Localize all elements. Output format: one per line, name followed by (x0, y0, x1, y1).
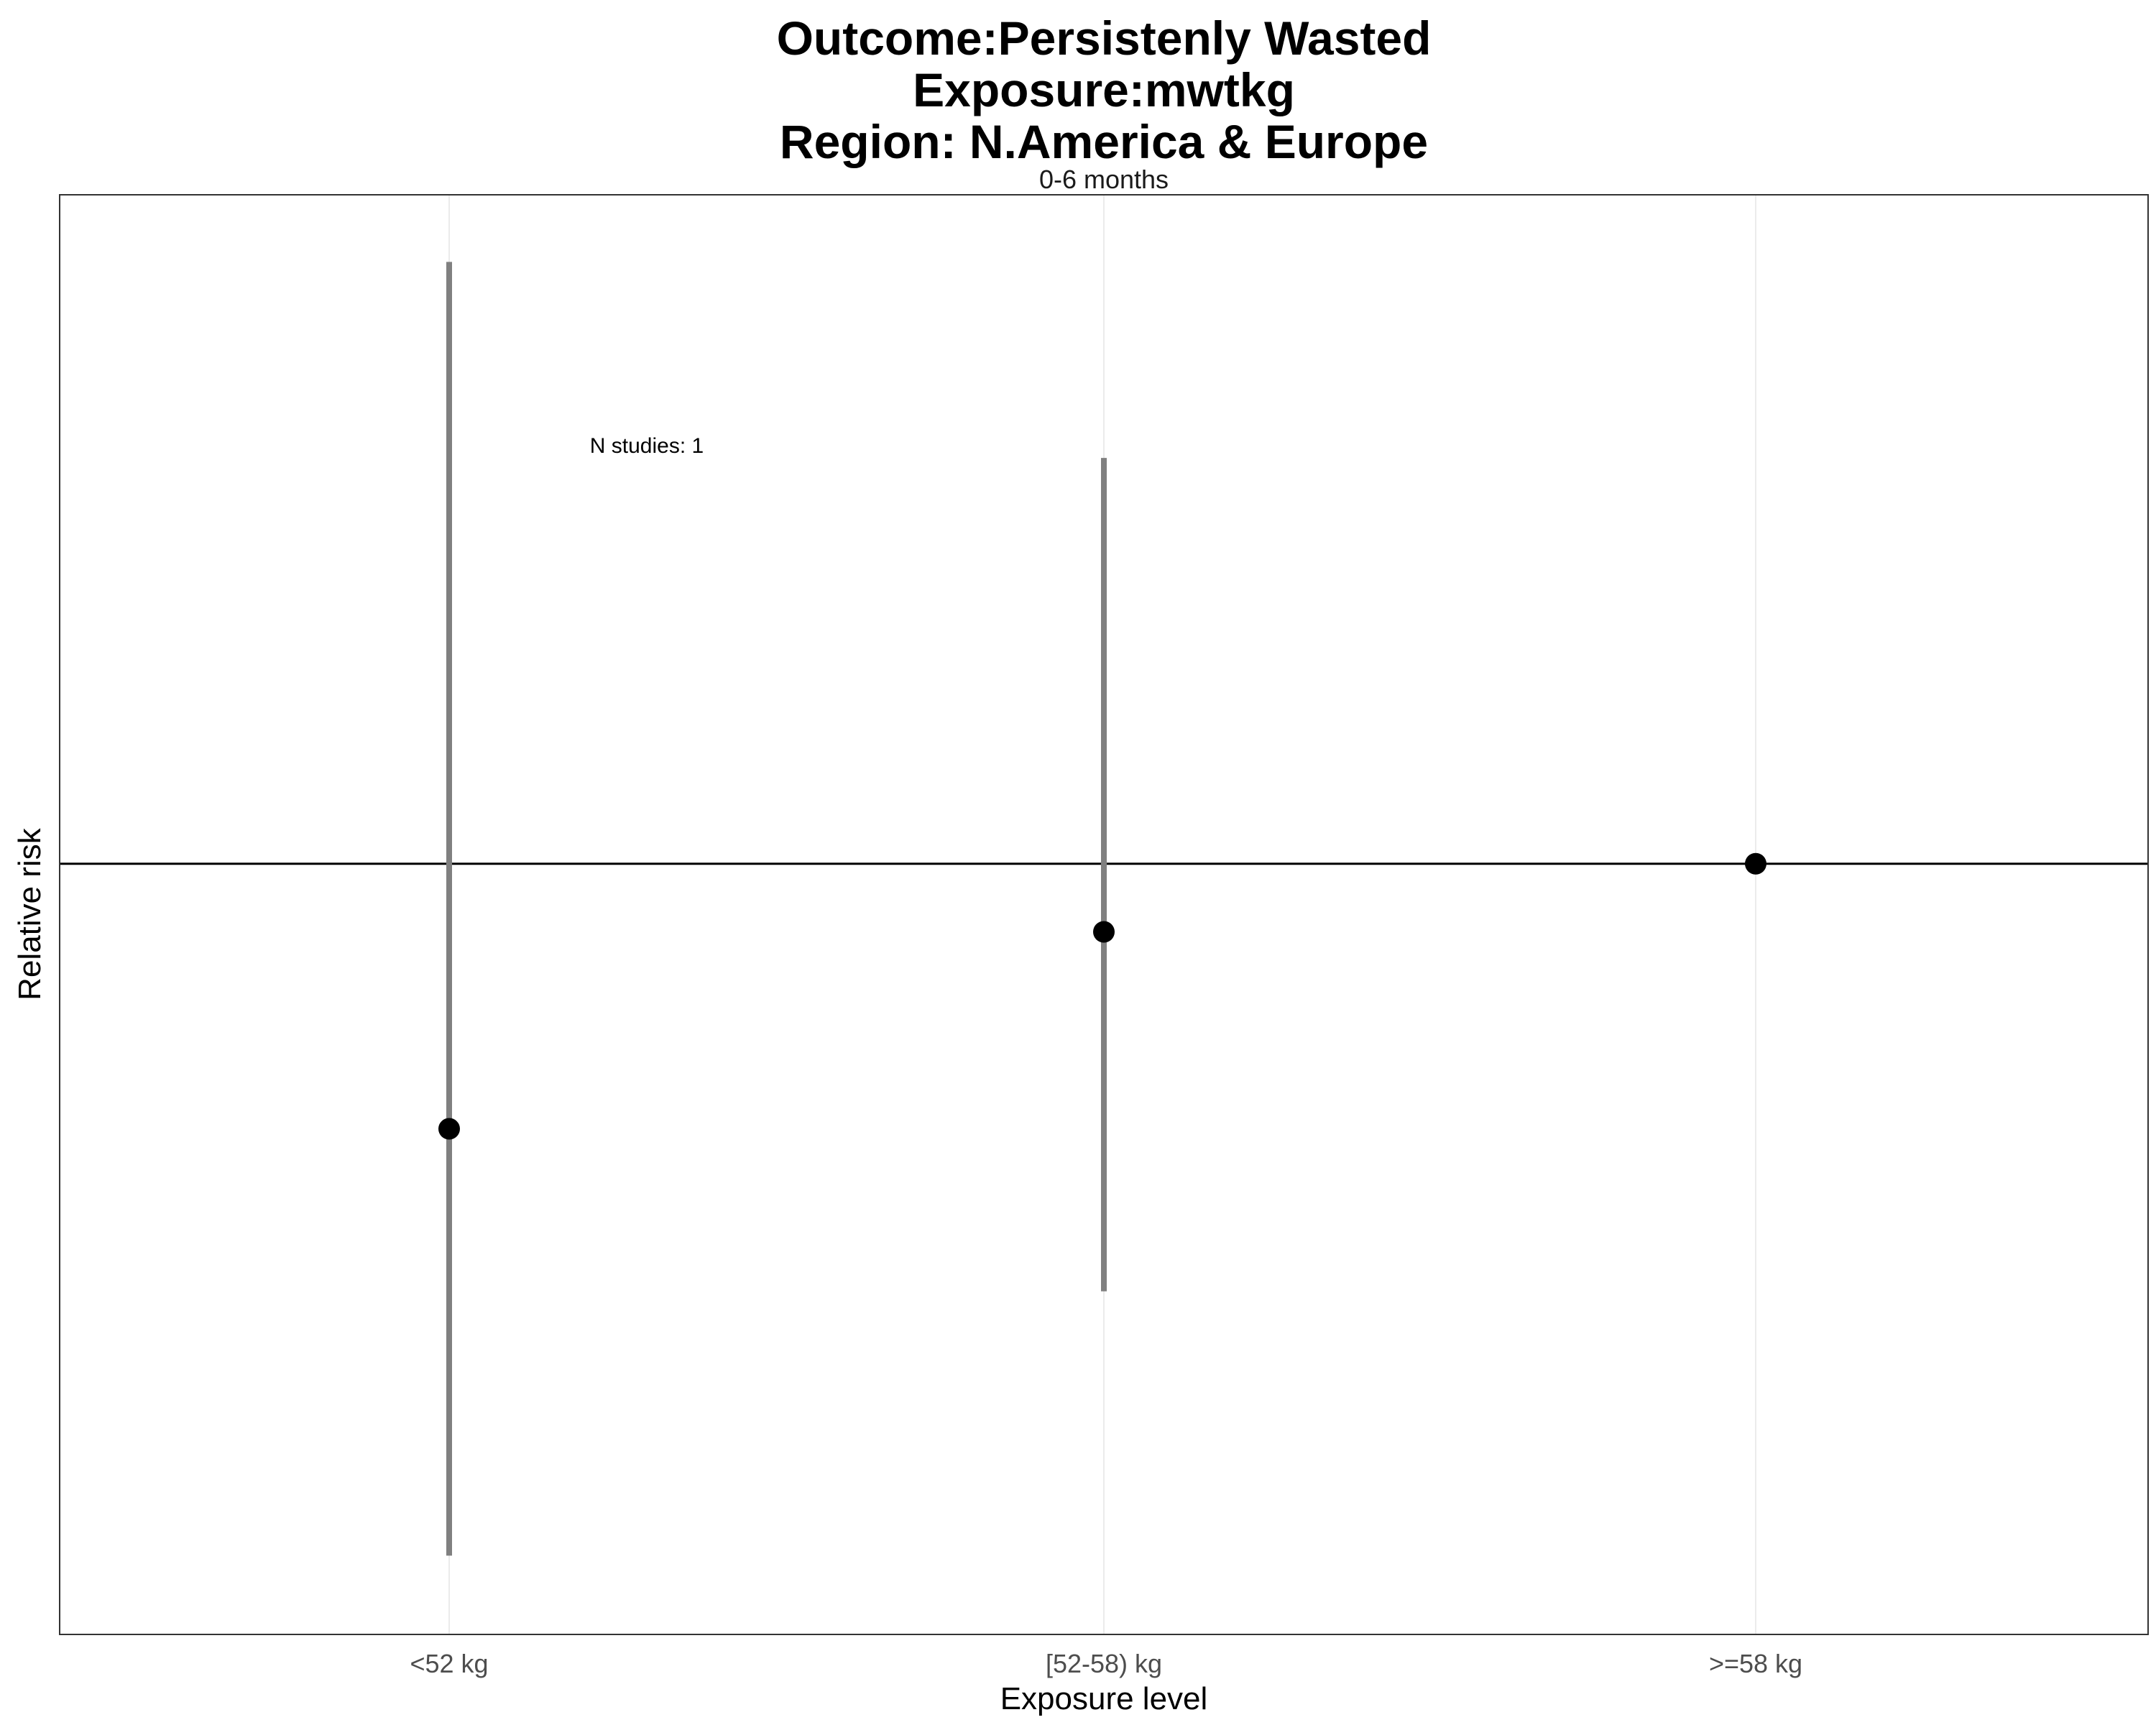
chart-title-exposure: Exposure:mwtkg (913, 63, 1295, 116)
chart-title-outcome: Outcome:Persistenly Wasted (777, 12, 1432, 65)
x-tick-label: [52-58) kg (1046, 1649, 1162, 1678)
estimate-point (1745, 852, 1766, 875)
x-tick-labels: <52 kg [52-58) kg >=58 kg (410, 1649, 1802, 1678)
estimate-point (438, 1118, 460, 1140)
x-tick-label: <52 kg (410, 1649, 488, 1678)
annotation-n-studies: N studies: 1 (590, 434, 704, 458)
chart-title-region: Region: N.America & Europe (780, 115, 1428, 168)
x-axis-title: Exposure level (1000, 1681, 1208, 1716)
estimate-points (438, 852, 1766, 1140)
panel-border (59, 194, 2149, 1635)
x-tick-label: >=58 kg (1709, 1649, 1802, 1678)
estimate-point (1093, 921, 1115, 943)
facet-label: 0-6 months (1039, 165, 1169, 194)
error-bars (446, 262, 1107, 1556)
y-axis-title: Relative risk (12, 827, 47, 1000)
